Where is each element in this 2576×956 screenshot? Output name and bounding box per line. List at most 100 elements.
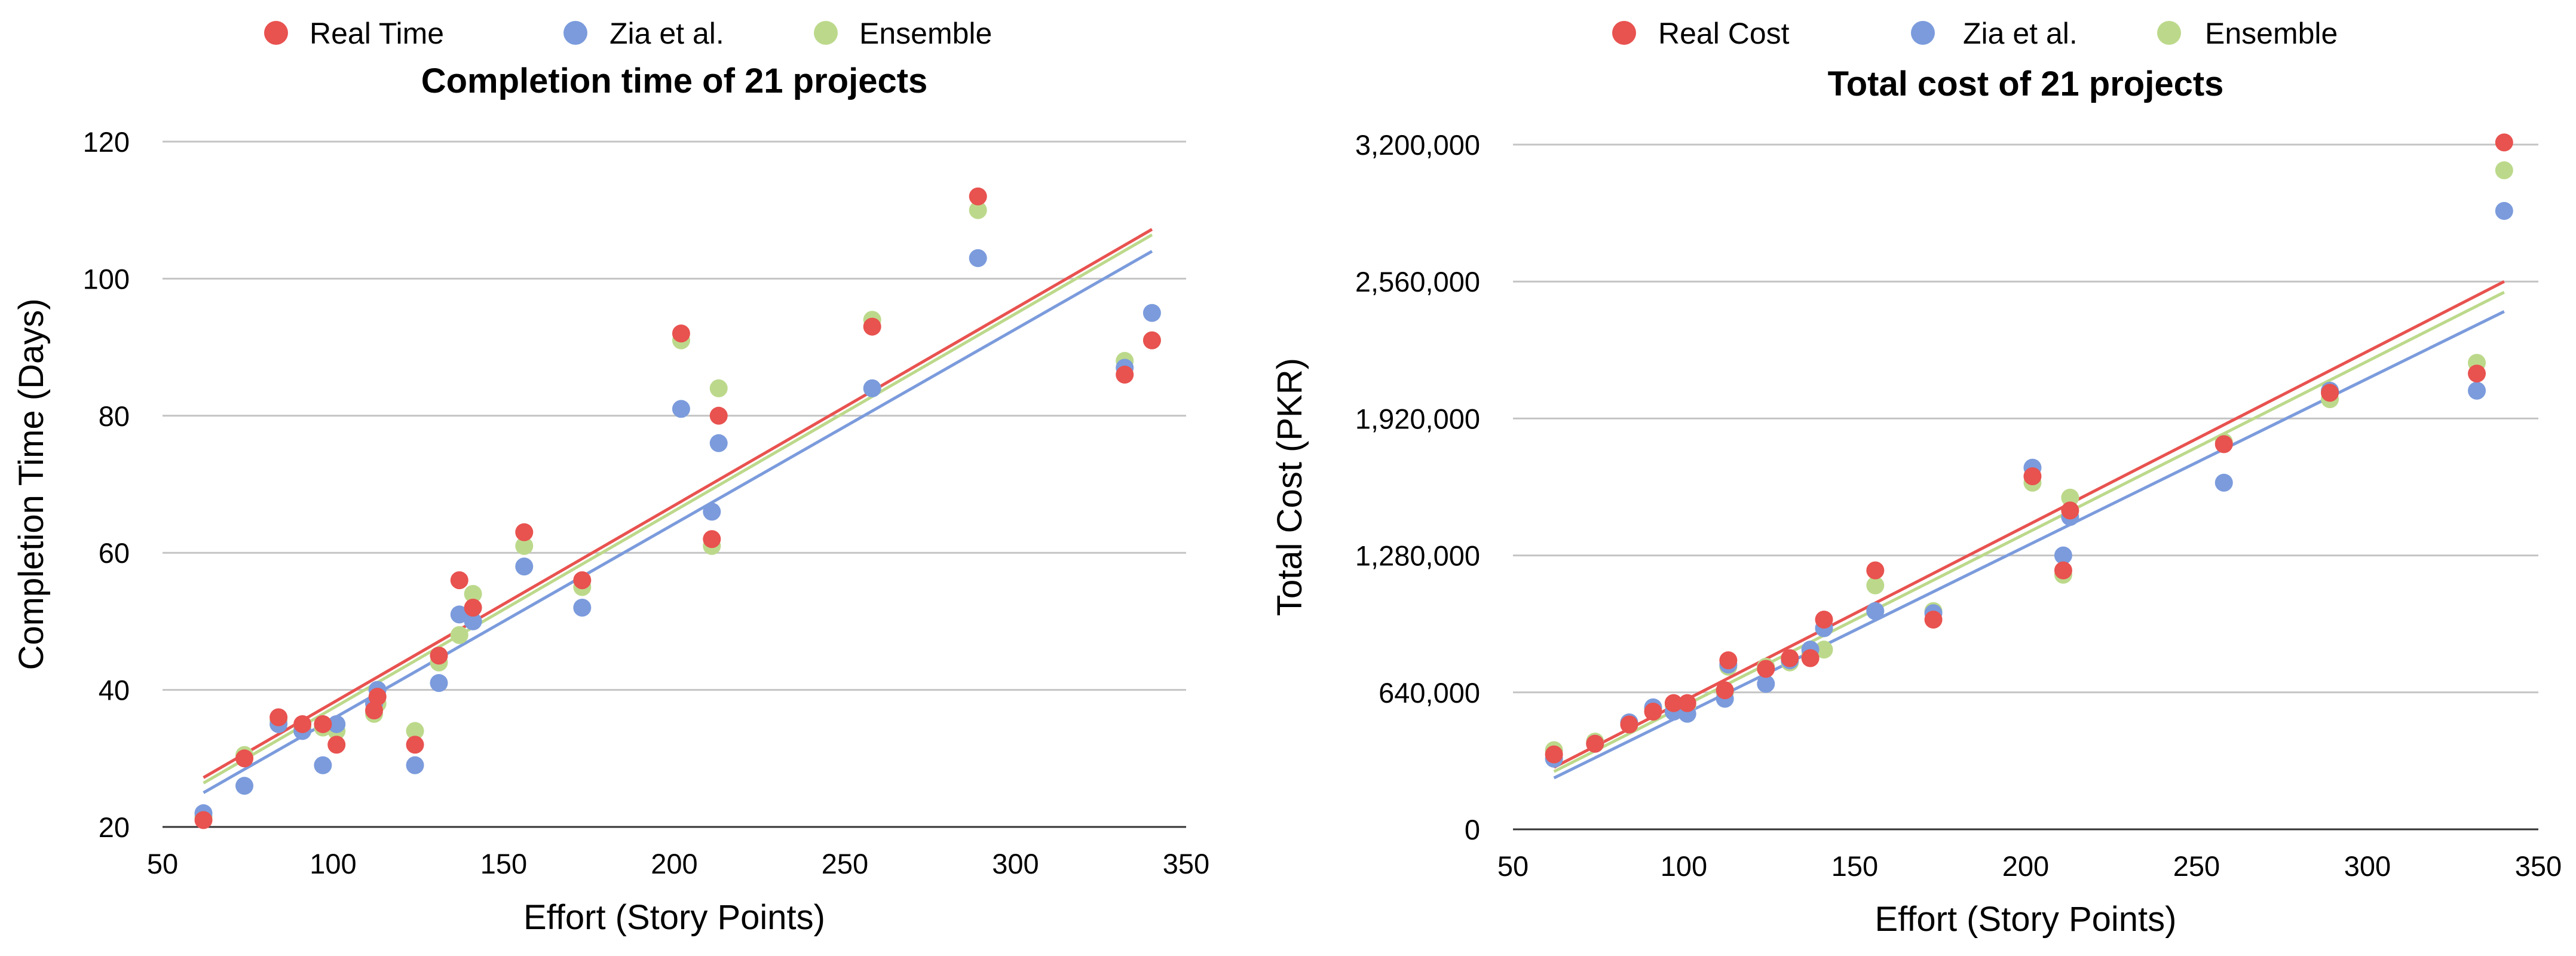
data-point [1116,365,1134,384]
x-axis-label: Effort (Story Points) [1875,900,2177,939]
legend-label: Zia et al. [609,17,724,50]
y-tick-label: 60 [99,537,130,569]
data-point [2495,202,2513,220]
legend-label: Ensemble [859,17,992,50]
data-point [709,379,728,397]
trendline-2 [1553,290,2505,773]
data-point [235,777,254,795]
trendline-0 [203,228,1153,779]
data-point [515,557,534,576]
data-point [1719,651,1738,670]
data-point [1866,561,1885,580]
data-point [1620,715,1638,734]
x-axis-label: Effort (Story Points) [523,898,825,937]
x-tick-label: 300 [992,848,1039,880]
data-point [430,646,448,665]
x-tick-label: 100 [310,848,356,880]
data-point [368,688,387,706]
data-point [703,502,721,521]
data-point [1142,331,1161,350]
y-tick-label: 0 [1465,814,1480,845]
data-point [406,756,424,774]
data-point [1586,734,1604,753]
data-point [515,537,534,555]
data-point [1866,602,1885,620]
data-point [406,722,424,740]
data-point [672,324,690,343]
data-point [406,736,424,754]
x-tick-label: 200 [2002,850,2049,882]
data-point [863,317,881,336]
data-point [450,626,468,644]
data-point [2214,435,2233,454]
legend-marker [563,21,587,45]
data-point [703,530,721,549]
legend-marker [814,21,838,45]
data-point [1924,611,1943,629]
legend-marker [1612,21,1636,45]
legend-label: Real Time [310,17,444,50]
data-point [2495,133,2513,152]
x-tick-label: 50 [1497,850,1529,882]
data-point [1815,641,1833,659]
data-point [450,605,468,624]
y-axis-label: Completion Time (Days) [12,298,51,670]
data-point [1815,611,1833,629]
x-tick-label: 350 [2515,850,2562,882]
data-point [969,201,987,219]
data-point [1866,576,1885,595]
y-tick-label: 640,000 [1379,677,1480,709]
x-tick-label: 50 [147,848,178,880]
data-point [573,571,592,590]
y-tick-label: 40 [99,675,130,706]
data-point [709,406,728,425]
data-point [194,811,213,829]
data-point [2468,364,2486,383]
data-point [2023,467,2042,486]
legend-marker [2157,21,2181,45]
x-tick-label: 100 [1661,850,1707,882]
data-point [1716,681,1734,700]
trendline-1 [203,250,1153,794]
y-tick-label: 1,920,000 [1355,403,1480,434]
data-point [1664,694,1683,712]
y-tick-label: 120 [83,126,130,158]
y-tick-label: 3,200,000 [1355,129,1480,161]
completion-time-chart: 20 40 60 80 100 120 50 100 150 200 250 300 350 Comple… [12,17,1209,937]
data-point [573,598,592,617]
legend-label: Real Cost [1658,17,1790,50]
data-point [269,708,288,727]
data-point [464,612,482,630]
data-point [1545,745,1563,764]
data-point [1757,675,1775,693]
legend-label: Ensemble [2205,17,2338,50]
x-tick-label: 250 [822,848,868,880]
data-point [709,434,728,452]
data-point [365,701,384,720]
x-tick-label: 150 [480,848,527,880]
y-axis-label: Total Cost (PKR) [1270,358,1309,616]
legend-label: Zia et al. [1963,17,2078,50]
data-point [515,523,534,541]
data-point [327,715,346,733]
x-tick-label: 300 [2344,850,2391,882]
data-point [1757,660,1775,678]
data-point [293,715,312,733]
data-point [2495,161,2513,179]
data-point [2468,381,2486,400]
data-point [1142,304,1161,322]
data-point [327,736,346,754]
data-point [2214,473,2233,492]
data-point [2054,561,2072,580]
data-point [235,749,254,768]
trendline-2 [203,233,1153,785]
data-point [969,187,987,206]
data-point [314,715,332,733]
data-point [1644,703,1662,721]
x-tick-label: 250 [2173,850,2220,882]
data-point [430,674,448,693]
trendline-1 [1553,310,2505,780]
legend-marker [1911,21,1935,45]
data-point [672,400,690,418]
